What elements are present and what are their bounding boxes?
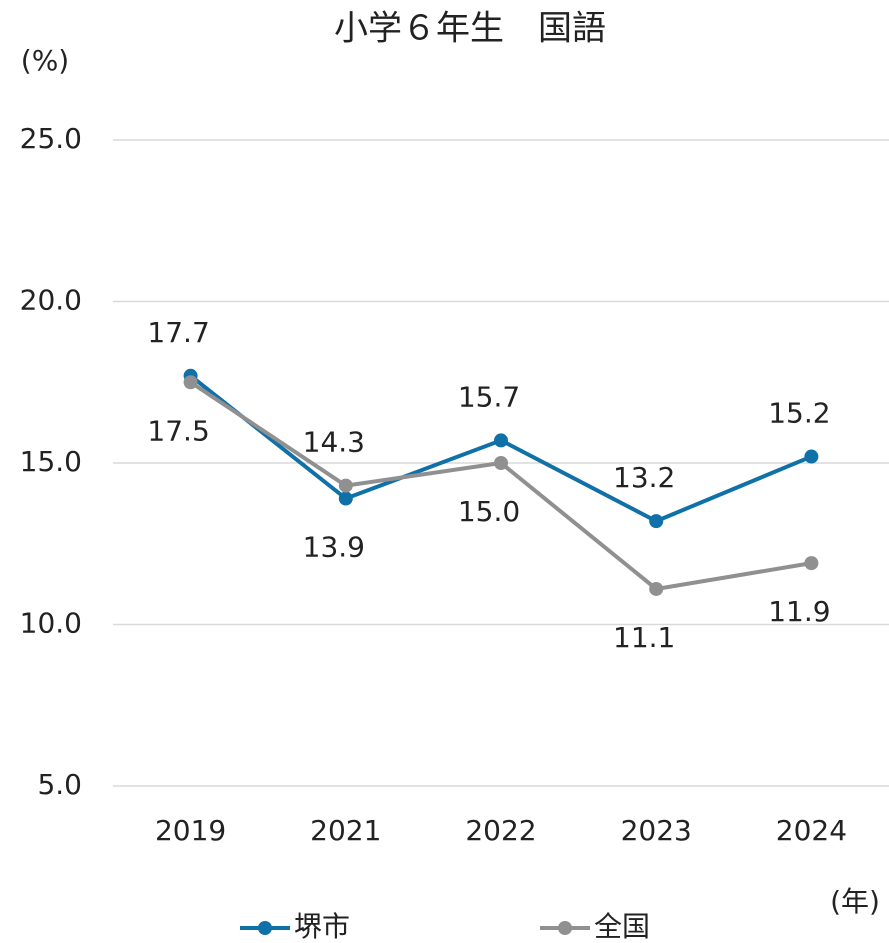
- x-tick-label: 2024: [776, 814, 847, 847]
- x-tick-label: 2023: [621, 814, 692, 847]
- chart-title: 小学６年生 国語: [334, 9, 606, 49]
- y-tick-label: 25.0: [20, 122, 82, 155]
- data-label: 17.5: [147, 414, 209, 447]
- data-point: [649, 514, 664, 529]
- data-label: 13.2: [613, 461, 675, 494]
- data-point: [804, 556, 819, 571]
- y-axis-label: (%): [21, 44, 69, 77]
- data-point: [338, 491, 353, 506]
- data-label: 15.2: [768, 397, 830, 430]
- data-label: 11.9: [768, 595, 830, 628]
- y-tick-label: 5.0: [37, 768, 82, 801]
- x-tick-label: 2022: [465, 814, 536, 847]
- x-tick-label: 2019: [155, 814, 226, 847]
- data-point: [649, 581, 664, 596]
- data-label: 14.3: [303, 426, 365, 459]
- legend-label: 全国: [594, 910, 650, 943]
- data-label: 13.9: [303, 531, 365, 564]
- data-point: [494, 433, 508, 448]
- data-point: [338, 478, 353, 493]
- legend-marker: [258, 921, 272, 935]
- x-tick-label: 2021: [310, 814, 381, 847]
- data-label: 11.1: [613, 621, 675, 654]
- data-point: [494, 456, 508, 470]
- data-label: 15.7: [458, 380, 520, 413]
- data-label: 15.0: [458, 495, 520, 528]
- data-point: [183, 375, 198, 390]
- y-tick-label: 20.0: [20, 284, 82, 317]
- y-tick-label: 15.0: [20, 445, 82, 478]
- x-axis-label: (年): [830, 885, 880, 918]
- legend-marker: [558, 921, 572, 935]
- data-label: 17.7: [147, 316, 209, 349]
- legend-label: 堺市: [294, 910, 350, 943]
- data-point: [804, 449, 819, 464]
- y-tick-label: 10.0: [20, 607, 82, 640]
